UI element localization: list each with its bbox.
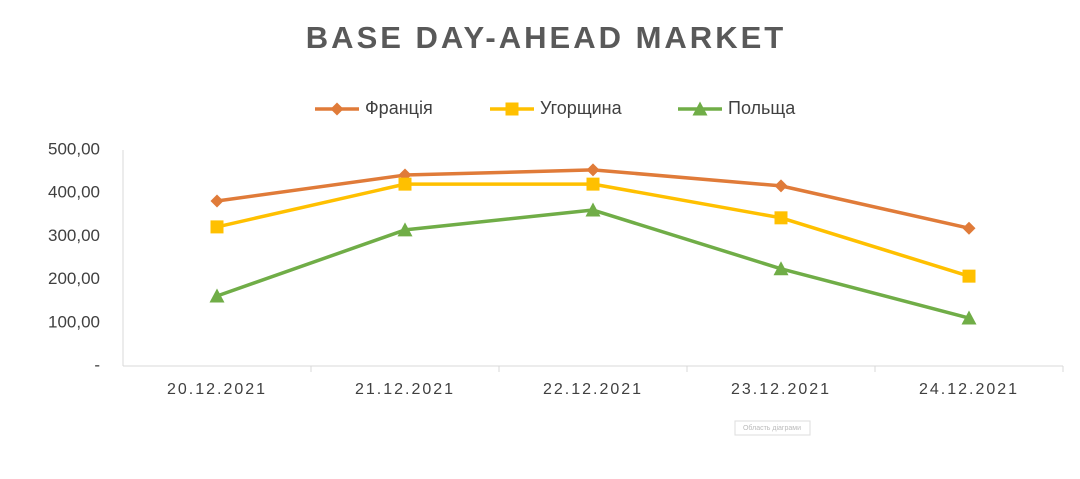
- y-tick-label: 500,00: [48, 139, 100, 158]
- data-point: [210, 220, 224, 234]
- data-point: [774, 211, 788, 225]
- data-point: [962, 269, 976, 283]
- y-tick-label: 300,00: [48, 226, 100, 245]
- data-point: [398, 177, 412, 191]
- x-tick-label: 24.12.2021: [919, 381, 1019, 398]
- legend-marker: [505, 102, 519, 116]
- data-point: [210, 194, 224, 208]
- x-tick-label: 21.12.2021: [355, 381, 455, 398]
- data-point: [774, 179, 788, 193]
- chart-title: BASE DAY-AHEAD MARKET: [306, 20, 786, 55]
- data-point: [209, 288, 225, 303]
- data-point: [586, 163, 600, 177]
- legend-marker: [692, 101, 708, 116]
- legend-marker: [330, 102, 344, 116]
- tooltip: Область діаграми: [743, 424, 801, 432]
- legend-label: Франція: [365, 98, 433, 118]
- y-tick-label: 100,00: [48, 312, 100, 331]
- data-point: [773, 261, 789, 276]
- y-tick-label: -: [94, 355, 100, 374]
- y-tick-label: 200,00: [48, 269, 100, 288]
- x-tick-label: 22.12.2021: [543, 381, 643, 398]
- data-point: [586, 177, 600, 191]
- x-tick-label: 20.12.2021: [167, 381, 267, 398]
- data-point: [961, 310, 977, 325]
- x-tick-label: 23.12.2021: [731, 381, 831, 398]
- y-tick-label: 400,00: [48, 183, 100, 202]
- data-point: [962, 221, 976, 235]
- data-point: [585, 202, 601, 217]
- legend-label: Польща: [728, 98, 796, 118]
- legend-label: Угорщина: [540, 98, 623, 118]
- data-point: [397, 222, 413, 237]
- tooltip-box: [734, 420, 811, 436]
